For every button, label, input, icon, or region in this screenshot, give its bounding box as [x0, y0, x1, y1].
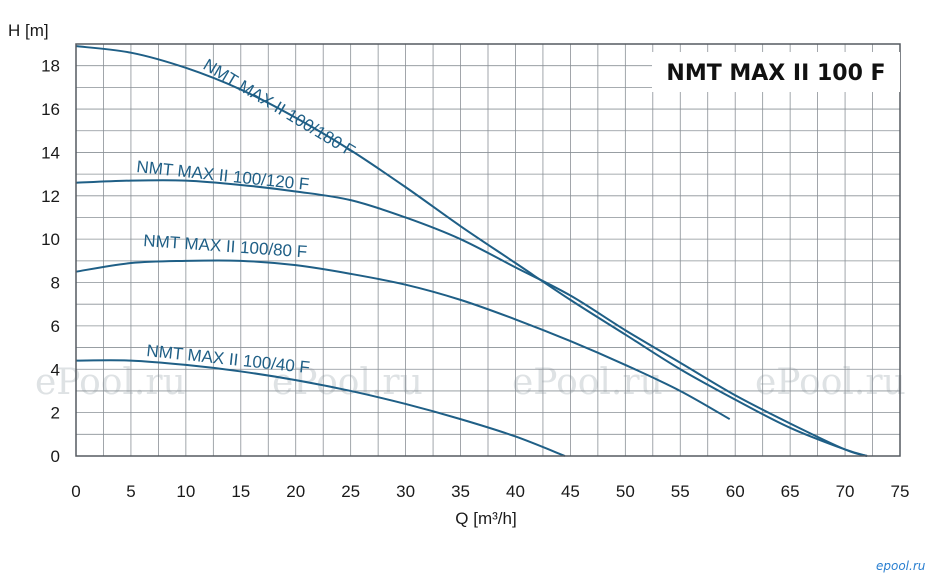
x-tick-label: 20: [286, 482, 305, 501]
y-axis-title: H [m]: [8, 21, 49, 40]
x-tick-label: 5: [126, 482, 135, 501]
x-tick-label: 60: [726, 482, 745, 501]
x-tick-label: 15: [231, 482, 250, 501]
y-tick-label: 10: [41, 230, 60, 249]
x-tick-label: 70: [836, 482, 855, 501]
title-box: [652, 52, 900, 92]
y-tick-label: 4: [51, 360, 60, 379]
series-line: [75, 45, 868, 457]
y-tick-label: 16: [41, 100, 60, 119]
series-label: NMT MAX II 100/80 F: [143, 231, 308, 261]
y-tick-label: 8: [51, 274, 60, 293]
x-tick-label: 40: [506, 482, 525, 501]
x-tick-label: 35: [451, 482, 470, 501]
x-axis-title: Q [m³/h]: [455, 509, 516, 528]
series-label: NMT MAX II 100/120 F: [136, 157, 311, 194]
y-tick-label: 2: [51, 404, 60, 423]
corner-watermark: epool.ru: [876, 559, 926, 573]
y-tick-label: 12: [41, 187, 60, 206]
watermark: ePool.ru: [755, 362, 906, 403]
y-tick-label: 14: [41, 143, 60, 162]
tick-labels: 0 5 10 15 20 25 30 35 40 45 50 55 60 65 70 75 0 2 4 6 8 10 12 1…: [41, 57, 909, 501]
x-tick-label: 10: [176, 482, 195, 501]
watermark: ePool.ru: [512, 362, 663, 403]
y-tick-label: 6: [51, 317, 60, 336]
x-tick-label: 75: [891, 482, 910, 501]
chart-title: NMT MAX II 100 F: [666, 61, 885, 86]
x-tick-label: 30: [396, 482, 415, 501]
x-tick-label: 55: [671, 482, 690, 501]
plot-frame: [75, 43, 901, 457]
curves: [75, 45, 868, 457]
x-tick-label: 45: [561, 482, 580, 501]
y-tick-label: 0: [51, 447, 60, 466]
watermark-layer: ePool.ru ePool.ru ePool.ru ePool.ru: [35, 362, 906, 403]
watermark: ePool.ru: [272, 362, 423, 403]
watermark: ePool.ru: [35, 362, 186, 403]
x-tick-label: 50: [616, 482, 635, 501]
x-tick-label: 25: [341, 482, 360, 501]
series-line: [75, 179, 868, 457]
series-label: NMT MAX II 100/180 F: [200, 55, 359, 161]
x-tick-label: 0: [71, 482, 80, 501]
series-line: [75, 259, 731, 421]
series-line: [75, 359, 566, 457]
y-tick-label: 18: [41, 57, 60, 76]
x-tick-label: 65: [781, 482, 800, 501]
grid: [76, 44, 900, 456]
